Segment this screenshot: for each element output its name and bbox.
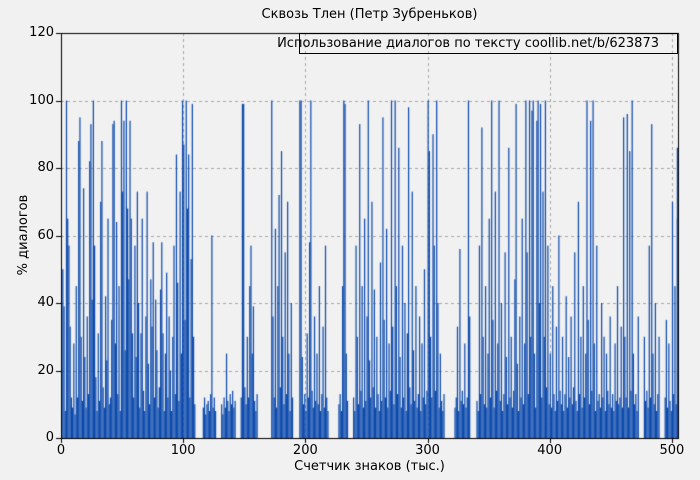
chart-title: Сквозь Тлен (Петр Зубреньков)	[261, 7, 478, 22]
x-tick-label-400: 400	[537, 443, 563, 458]
y-tick-label-100: 100	[29, 92, 54, 108]
x-axis-label: Счетчик знаков (тыс.)	[294, 459, 445, 474]
y-tick-label-0: 0	[45, 430, 54, 445]
y-tick-label-120: 120	[29, 25, 54, 40]
x-tick-label-100: 100	[170, 443, 196, 458]
legend-label: Использование диалогов по тексту coollib…	[277, 36, 659, 51]
y-tick-label-60: 60	[37, 227, 54, 243]
y-tick-label-80: 80	[37, 160, 54, 175]
x-tick-label-300: 300	[415, 443, 440, 458]
y-tick-label-20: 20	[37, 362, 54, 378]
y-tick-label-40: 40	[37, 295, 54, 310]
x-tick-label-500: 500	[659, 443, 685, 458]
legend-box: Использование диалогов по тексту coollib…	[277, 33, 678, 54]
x-tick-label-200: 200	[292, 443, 318, 458]
x-tick-label-0: 0	[56, 443, 66, 458]
